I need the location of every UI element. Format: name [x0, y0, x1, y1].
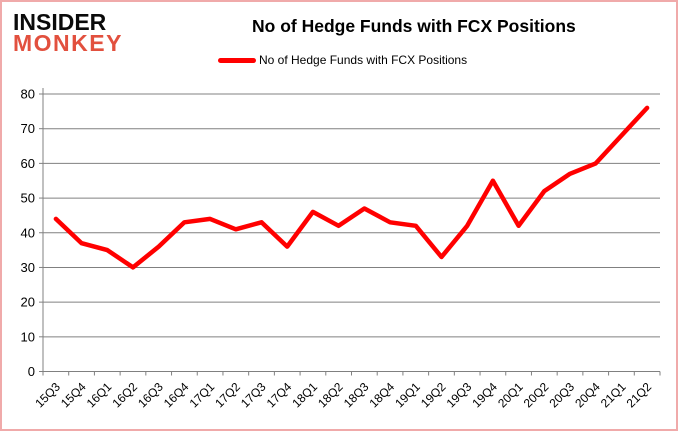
- svg-text:16Q2: 16Q2: [109, 379, 140, 410]
- svg-text:50: 50: [21, 191, 35, 206]
- insider-monkey-logo: INSIDER MONKEY: [13, 9, 123, 57]
- legend-line-icon: [218, 57, 256, 63]
- svg-text:20: 20: [21, 295, 35, 310]
- svg-text:15Q3: 15Q3: [32, 379, 63, 410]
- svg-text:15Q4: 15Q4: [58, 379, 89, 410]
- svg-text:18Q1: 18Q1: [289, 379, 320, 410]
- legend-label: No of Hedge Funds with FCX Positions: [259, 53, 468, 67]
- svg-text:19Q4: 19Q4: [469, 379, 500, 410]
- chart-title: No of Hedge Funds with FCX Positions: [252, 16, 576, 36]
- svg-text:17Q4: 17Q4: [264, 379, 295, 410]
- svg-text:17Q1: 17Q1: [187, 379, 218, 410]
- svg-text:60: 60: [21, 156, 35, 171]
- svg-text:16Q4: 16Q4: [161, 379, 192, 410]
- svg-text:18Q4: 18Q4: [367, 379, 398, 410]
- svg-text:20Q4: 20Q4: [572, 379, 603, 410]
- svg-text:17Q3: 17Q3: [238, 379, 269, 410]
- svg-text:19Q2: 19Q2: [418, 379, 449, 410]
- svg-text:0: 0: [28, 364, 35, 379]
- svg-text:16Q3: 16Q3: [135, 379, 166, 410]
- svg-text:16Q1: 16Q1: [84, 379, 115, 410]
- x-labels: 15Q315Q416Q116Q216Q316Q417Q117Q217Q317Q4…: [32, 379, 654, 410]
- y-grid-and-labels: 0 10 20 30 40 50 60 70 80: [21, 87, 660, 379]
- x-ticks: [42, 371, 661, 376]
- svg-text:20Q2: 20Q2: [521, 379, 552, 410]
- svg-text:80: 80: [21, 87, 35, 102]
- svg-text:19Q1: 19Q1: [392, 379, 423, 410]
- svg-text:70: 70: [21, 121, 35, 136]
- axes: [42, 88, 660, 372]
- svg-text:20Q3: 20Q3: [546, 379, 577, 410]
- legend: No of Hedge Funds with FCX Positions: [218, 53, 467, 67]
- svg-text:20Q1: 20Q1: [495, 379, 526, 410]
- svg-text:21Q2: 21Q2: [624, 379, 655, 410]
- svg-text:19Q3: 19Q3: [444, 379, 475, 410]
- svg-text:10: 10: [21, 329, 35, 344]
- svg-text:18Q2: 18Q2: [315, 379, 346, 410]
- logo-line-monkey: MONKEY: [13, 30, 123, 57]
- svg-text:40: 40: [21, 225, 35, 240]
- svg-text:30: 30: [21, 260, 35, 275]
- svg-text:18Q3: 18Q3: [341, 379, 372, 410]
- logo-line-insider: INSIDER: [13, 9, 107, 35]
- svg-text:21Q1: 21Q1: [598, 379, 629, 410]
- data-line: [53, 105, 650, 270]
- svg-text:17Q2: 17Q2: [212, 379, 243, 410]
